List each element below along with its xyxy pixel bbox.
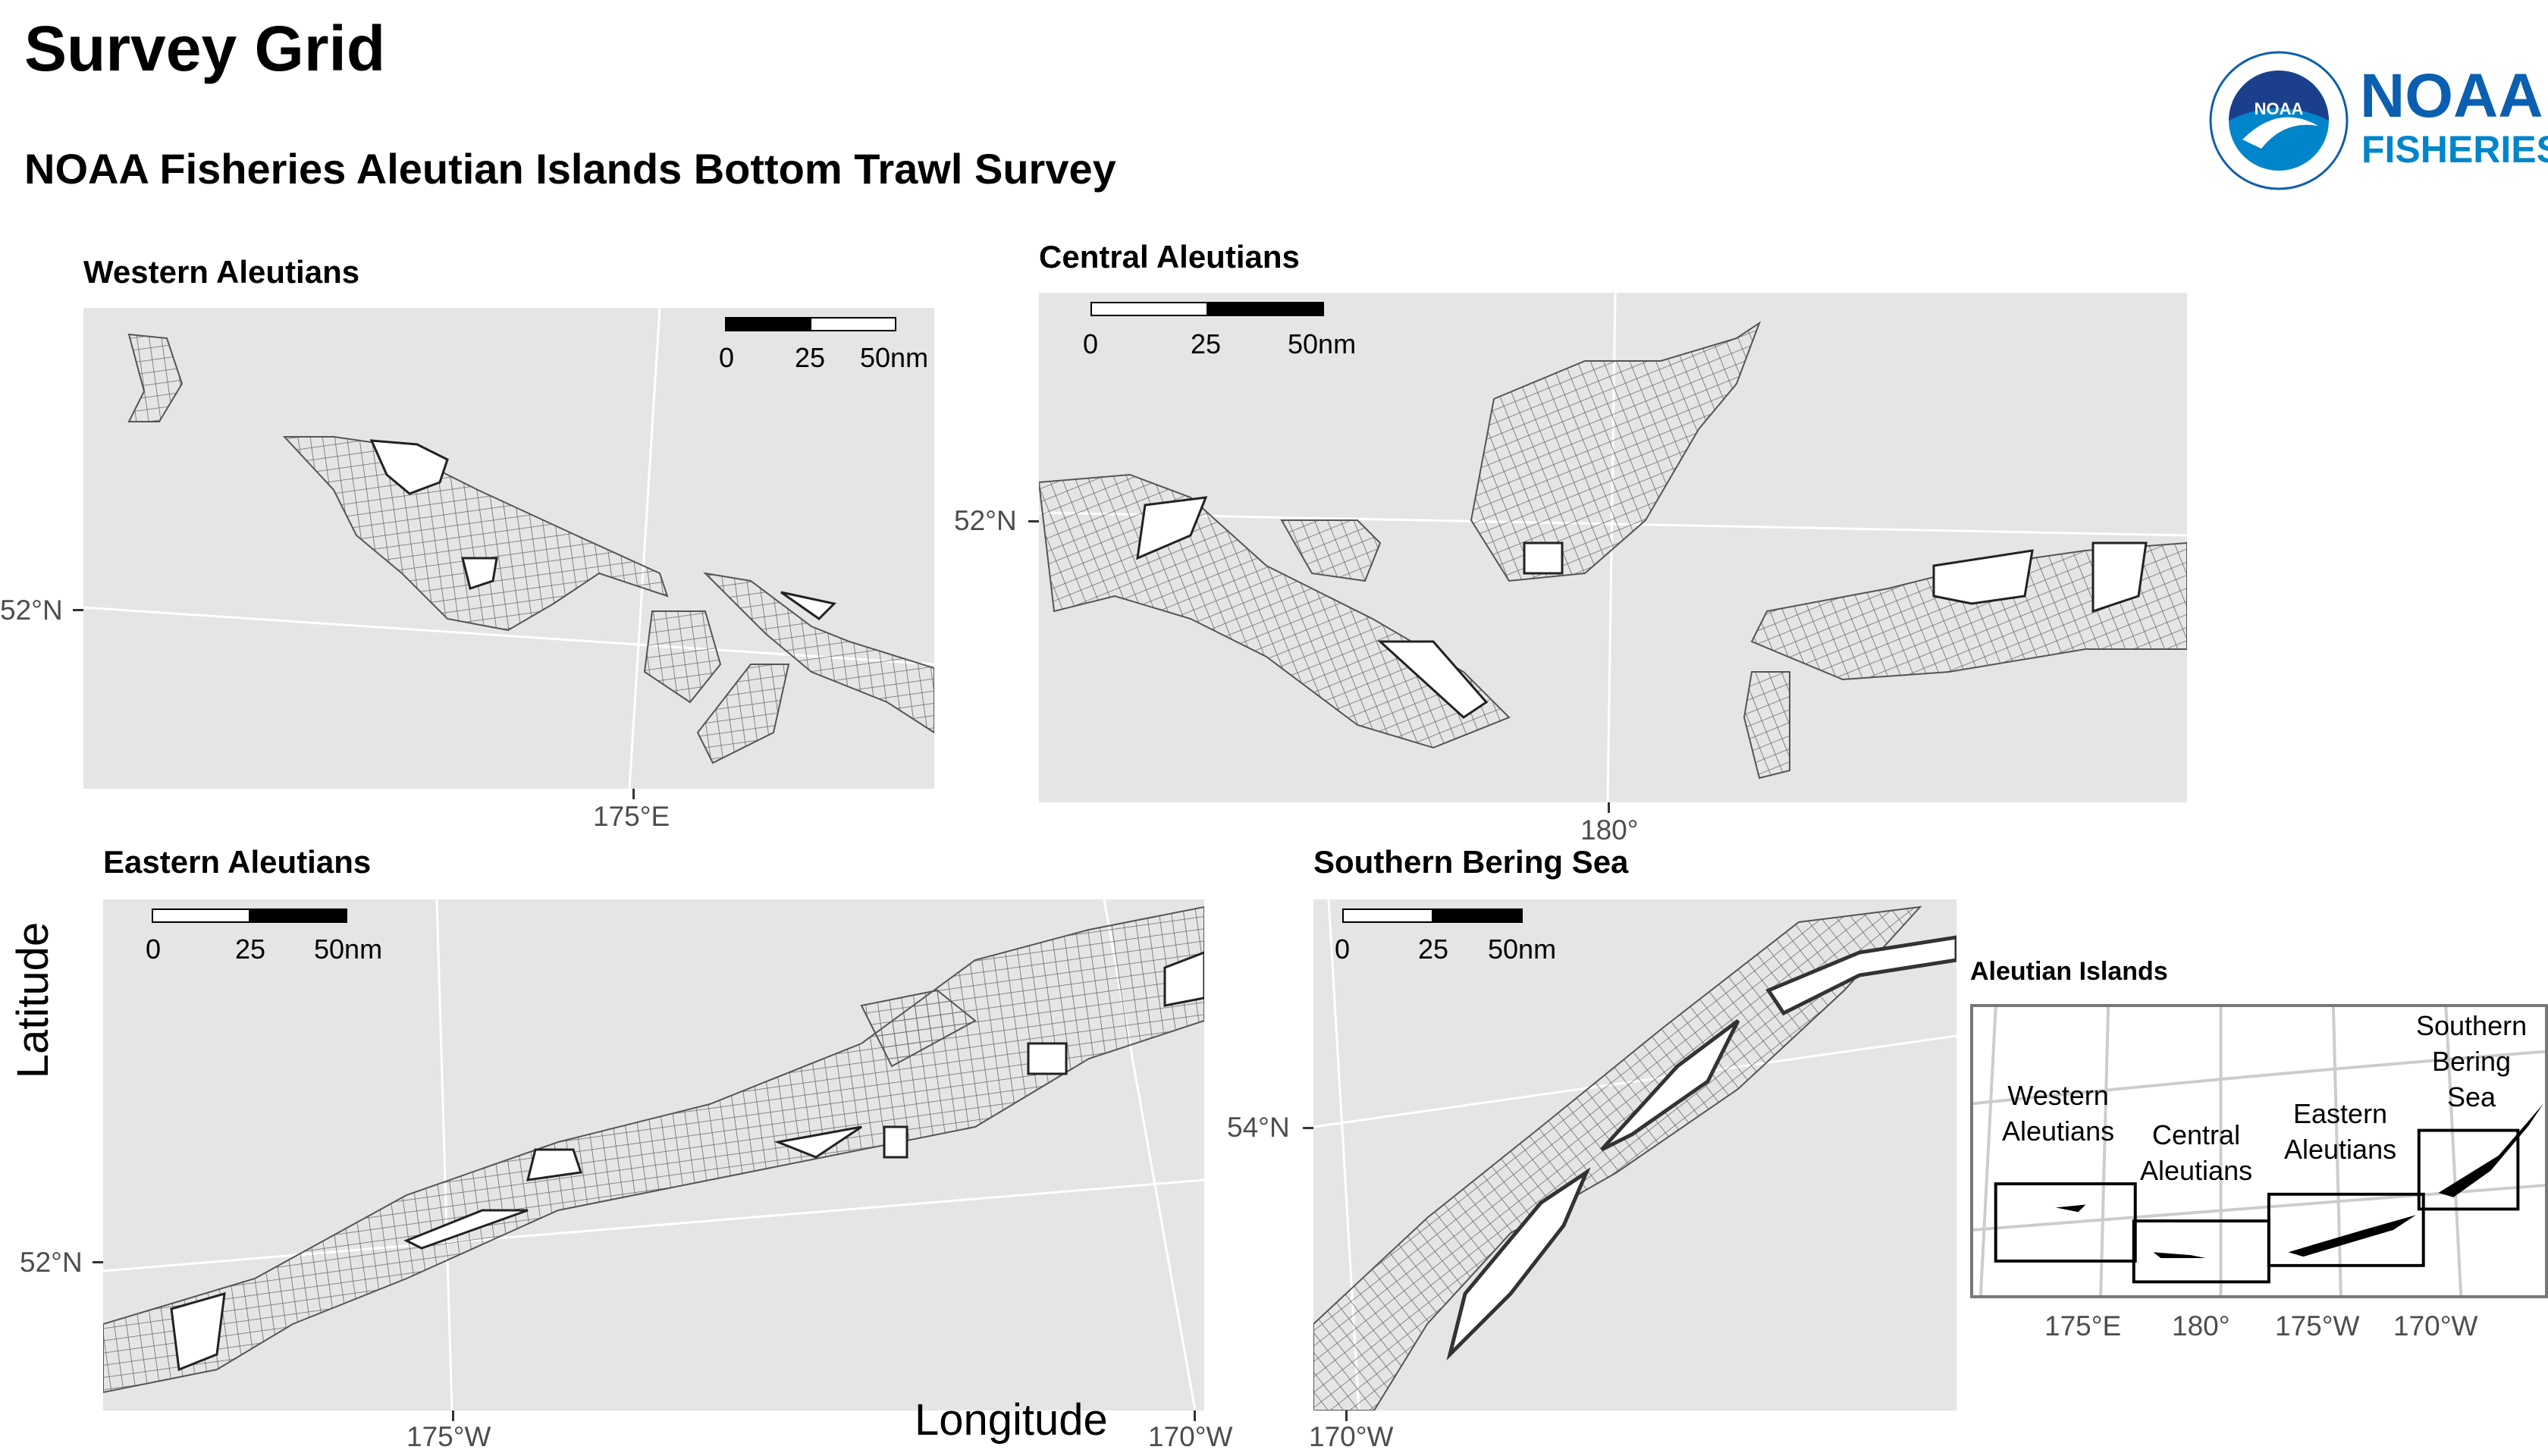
- x-axis-label: Longitude: [915, 1395, 1108, 1445]
- fisheries-wordmark: FISHERIES: [2361, 128, 2548, 171]
- eastern-scale-25: 25: [235, 934, 266, 965]
- eastern-lon-tick-170w: 170°W: [1148, 1421, 1233, 1452]
- western-map[interactable]: 0 25 50nm: [83, 308, 934, 789]
- eastern-map[interactable]: 0 25 50nm: [103, 899, 1204, 1410]
- western-scale-25: 25: [795, 342, 826, 373]
- inset-label-western: Western Aleutians: [2002, 1080, 2115, 1147]
- western-scale-bar-white: [810, 317, 896, 331]
- eastern-panel-title: Eastern Aleutians: [103, 844, 372, 880]
- central-scale-bar-black: [1207, 302, 1324, 316]
- western-panel-title: Western Aleutians: [83, 254, 360, 290]
- central-panel-title: Central Aleutians: [1039, 239, 1300, 275]
- inset-lon-tick-175e: 175°E: [2044, 1310, 2122, 1341]
- inset-title: Aleutian Islands: [1970, 957, 2168, 986]
- eastern-scale-bar-black: [249, 908, 347, 923]
- southern-scale-0: 0: [1335, 934, 1351, 965]
- central-scale-50: 50nm: [1288, 328, 1357, 359]
- page-subtitle: NOAA Fisheries Aleutian Islands Bottom T…: [24, 145, 1116, 193]
- western-scale-bar-black: [725, 317, 811, 331]
- southern-panel-title: Southern Bering Sea: [1313, 844, 1629, 880]
- inset-map[interactable]: Western Aleutians Central Aleutians Easter…: [1970, 1004, 2548, 1298]
- eastern-lon-tick-175w: 175°W: [406, 1421, 491, 1452]
- eastern-scale-bar-white: [152, 908, 250, 923]
- central-survey-grid: [1039, 473, 1511, 749]
- inset-box-eastern: [2267, 1192, 2425, 1267]
- southern-map[interactable]: 0 25 50nm: [1313, 899, 1956, 1410]
- inset-lon-tick-175w: 175°W: [2275, 1310, 2360, 1341]
- eastern-scale-0: 0: [146, 934, 162, 965]
- western-scale-50: 50nm: [860, 342, 929, 373]
- y-axis-label: Latitude: [8, 921, 58, 1079]
- noaa-wordmark: NOAA: [2360, 61, 2543, 130]
- southern-lat-tick: 54°N: [1227, 1112, 1290, 1143]
- noaa-seal-icon: NOAA: [2209, 51, 2349, 190]
- central-lon-tick: 180°: [1580, 814, 1639, 846]
- inset-label-central: Central Aleutians: [2140, 1119, 2253, 1186]
- seal-center-text: NOAA: [2255, 99, 2304, 118]
- southern-scale-50: 50nm: [1488, 934, 1557, 965]
- inset-box-central: [2132, 1219, 2270, 1284]
- central-scale-bar-white: [1090, 302, 1208, 316]
- central-lat-tick: 52°N: [954, 505, 1017, 536]
- inset-box-southern: [2417, 1128, 2520, 1211]
- southern-survey-grid: [1313, 905, 1922, 1410]
- inset-label-eastern: Eastern Aleutians: [2284, 1098, 2397, 1165]
- page-title: Survey Grid: [24, 13, 386, 84]
- inset-lon-tick-170w: 170°W: [2393, 1310, 2478, 1341]
- inset-lon-tick-180: 180°: [2172, 1310, 2230, 1341]
- southern-scale-bar-white: [1342, 908, 1433, 923]
- central-map[interactable]: 0 25 50nm: [1039, 293, 2187, 802]
- southern-scale-bar-black: [1432, 908, 1523, 923]
- southern-scale-25: 25: [1418, 934, 1449, 965]
- central-scale-25: 25: [1191, 328, 1222, 359]
- inset-label-southern: Southern Bering Sea: [2416, 1010, 2528, 1112]
- western-scale-0: 0: [719, 342, 735, 373]
- central-scale-0: 0: [1083, 328, 1099, 359]
- eastern-lat-tick: 52°N: [20, 1247, 83, 1278]
- eastern-scale-50: 50nm: [314, 934, 383, 965]
- noaa-logo: NOAA NOAA FISHERIES: [2208, 50, 2548, 191]
- western-lon-tick: 175°E: [593, 801, 670, 832]
- western-lat-tick: 52°N: [0, 595, 63, 626]
- southern-lon-tick: 170°W: [1309, 1421, 1394, 1452]
- eastern-survey-grid: [103, 905, 1204, 1394]
- western-survey-grid: [282, 436, 669, 632]
